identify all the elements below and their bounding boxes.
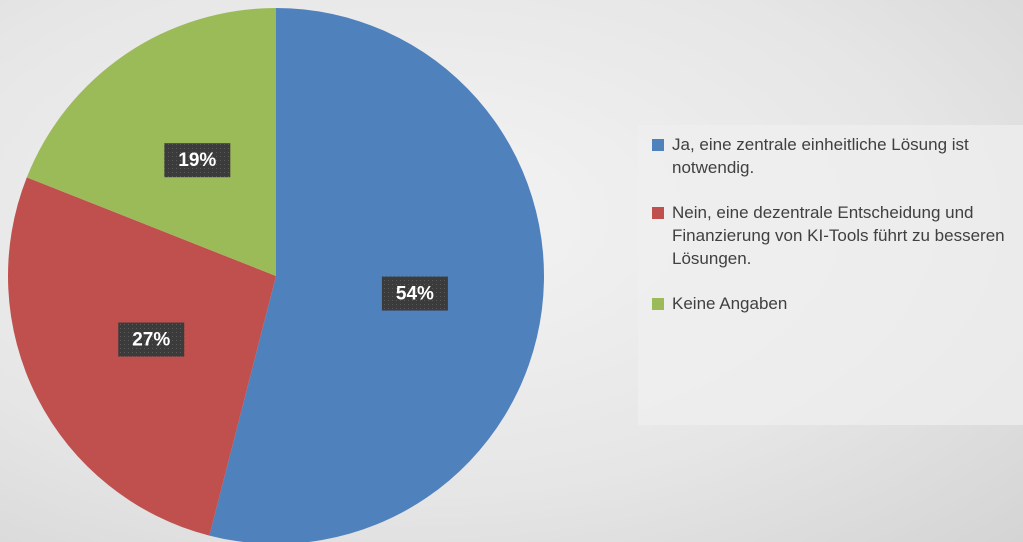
legend-entry: Nein, eine dezentrale Entscheidung und F… bbox=[652, 201, 1022, 270]
legend-swatch bbox=[652, 298, 664, 310]
legend-swatch bbox=[652, 207, 664, 219]
data-label: 19% bbox=[178, 150, 216, 171]
legend-label: Nein, eine dezentrale Entscheidung und F… bbox=[672, 203, 1005, 268]
data-label-box bbox=[164, 143, 231, 178]
data-label: 54% bbox=[396, 284, 434, 305]
data-label-box bbox=[381, 276, 448, 311]
legend-entry: Ja, eine zentrale einheitliche Lösung is… bbox=[652, 133, 1022, 179]
legend-label: Keine Angaben bbox=[672, 294, 788, 313]
legend-entry: Keine Angaben bbox=[652, 292, 1022, 315]
legend-label: Ja, eine zentrale einheitliche Lösung is… bbox=[672, 135, 969, 177]
pie-slice bbox=[209, 8, 545, 542]
pie-slice bbox=[26, 8, 277, 276]
legend-swatch bbox=[652, 139, 664, 151]
data-label-box bbox=[118, 322, 185, 357]
data-label: 27% bbox=[132, 330, 170, 351]
legend: Ja, eine zentrale einheitliche Lösung is… bbox=[638, 125, 1023, 425]
